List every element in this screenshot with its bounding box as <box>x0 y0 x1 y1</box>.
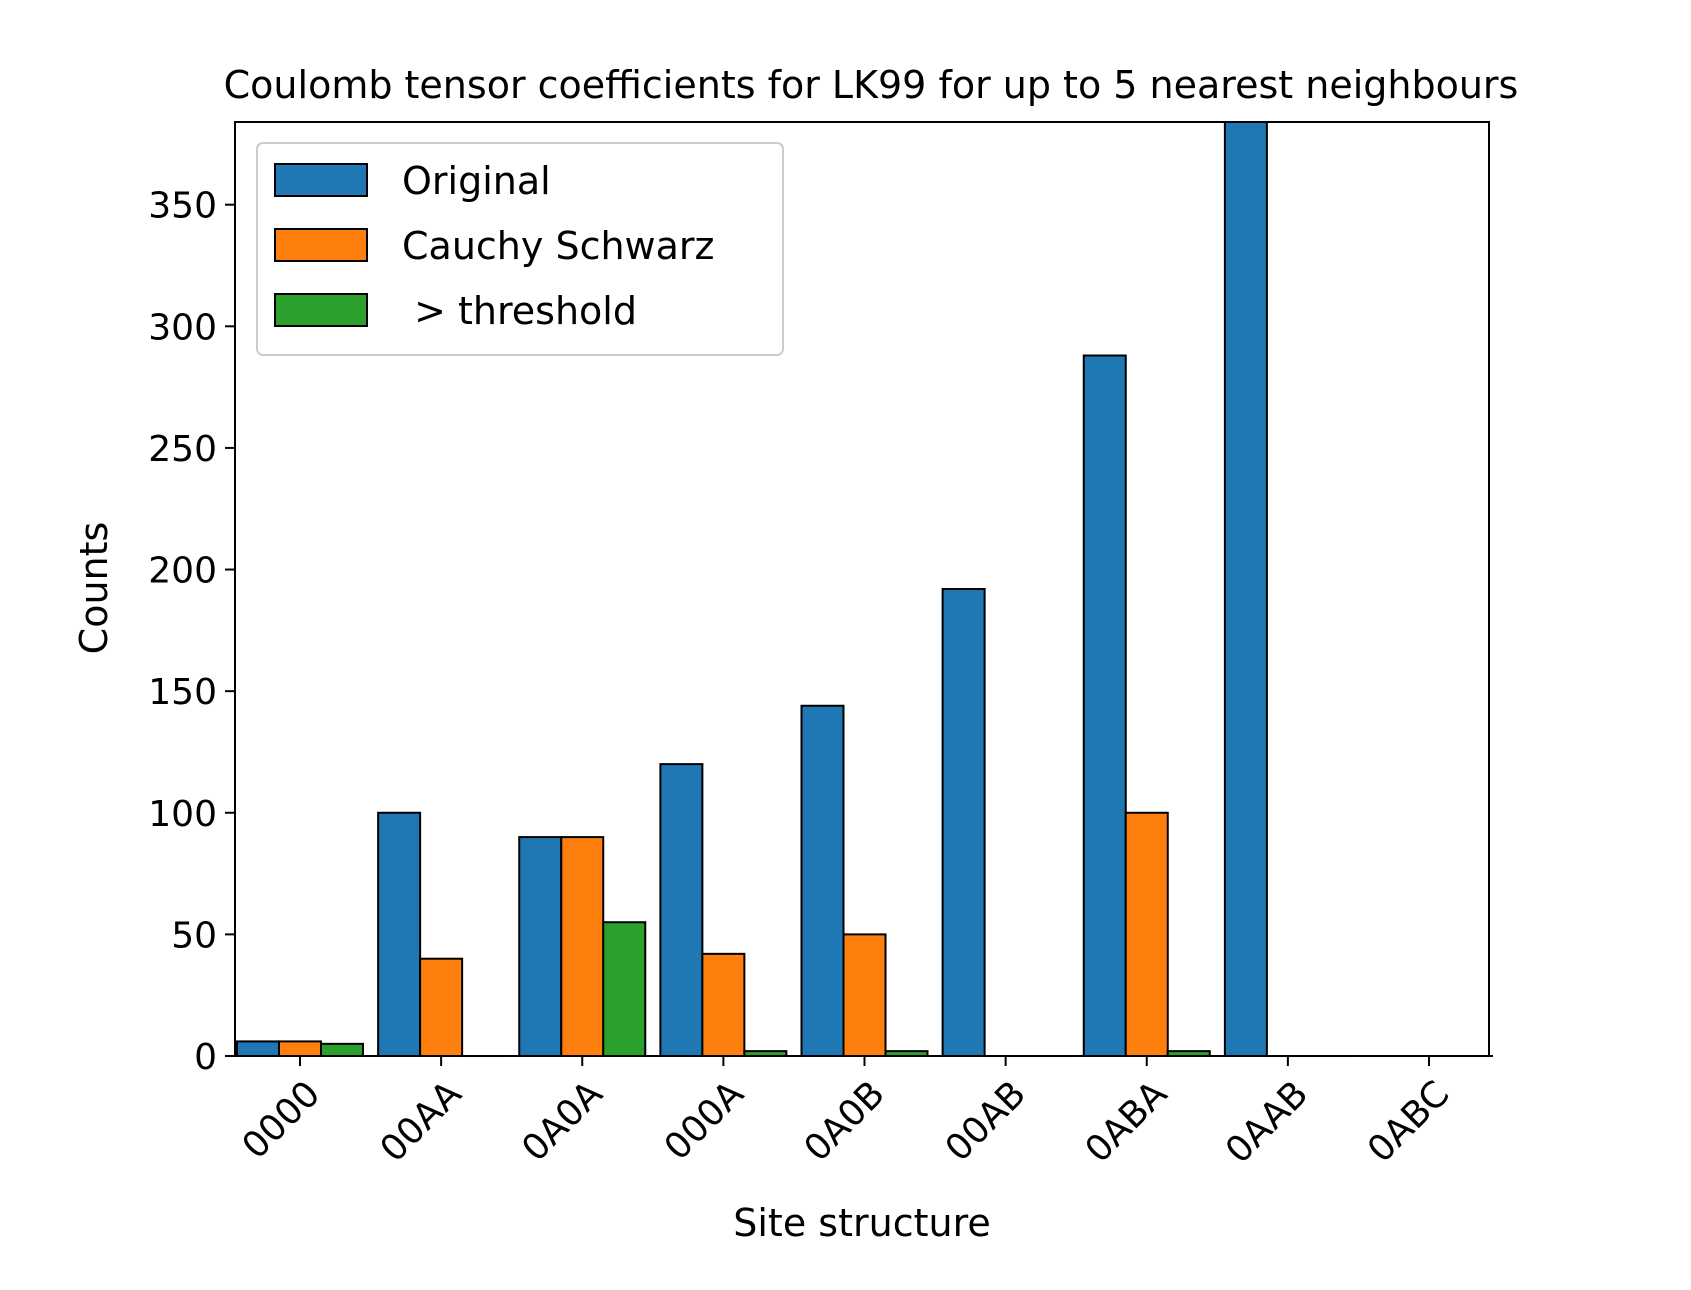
x-tick-label: 0000 <box>235 1073 329 1167</box>
x-tick-label: 0ABA <box>1078 1073 1176 1171</box>
legend-label: > threshold <box>402 289 637 333</box>
legend: Original Cauchy Schwarz > threshold <box>256 142 784 356</box>
legend-label: Cauchy Schwarz <box>402 224 714 268</box>
bar-original-0a0a <box>518 836 563 1057</box>
bar-original-00ab <box>941 588 986 1057</box>
x-tick-label: 00AB <box>938 1073 1034 1169</box>
legend-swatch <box>274 293 368 327</box>
plot-frame <box>234 121 1490 1057</box>
bar-cauchy-schwarz-000a <box>701 952 746 1057</box>
x-tick-label: 0A0A <box>514 1073 610 1169</box>
bar-original-0aba <box>1082 354 1127 1057</box>
legend-swatch <box>274 228 368 262</box>
legend-label: Original <box>402 159 551 203</box>
y-tick-label: 150 <box>148 672 217 713</box>
y-tick-label: 250 <box>148 429 217 470</box>
bar-cauchy-schwarz-0a0a <box>560 836 605 1057</box>
bar-cauchy-schwarz-0a0b <box>842 933 887 1058</box>
bar-cauchy-schwarz-00aa <box>419 957 464 1057</box>
x-tick-label: 0ABC <box>1360 1073 1457 1170</box>
bar-original-0a0b <box>800 704 845 1057</box>
x-tick-label: 0AAB <box>1218 1073 1316 1171</box>
y-axis-label: Counts <box>72 522 116 655</box>
bar-original-0000 <box>236 1040 280 1057</box>
y-tick-label: 200 <box>148 551 217 592</box>
x-axis: 0000 00AA 0A0A 000A 0A0B 00AB 0ABA 0AAB 0ABC <box>235 1056 1457 1172</box>
bars-layer <box>236 121 1493 1058</box>
bar-original-00aa <box>377 811 422 1057</box>
x-axis-label: Site structure <box>733 1201 990 1245</box>
x-tick-label: 0A0B <box>797 1073 893 1169</box>
bar-original-0aab <box>1223 121 1268 1057</box>
chart-title: Coulomb tensor coefficients for LK99 for… <box>224 63 1519 107</box>
bar--threshold-0a0a <box>602 921 647 1057</box>
bar-original-000a <box>659 763 704 1057</box>
legend-box <box>256 142 784 356</box>
bar-cauchy-schwarz-0aba <box>1124 811 1169 1057</box>
x-tick-label: 00AA <box>373 1073 470 1170</box>
y-tick-label: 100 <box>148 794 217 835</box>
y-tick-label: 350 <box>148 186 217 227</box>
y-axis: 0 50 100 150 200 250 300 350 <box>148 186 235 1078</box>
bar--threshold-0000 <box>320 1042 364 1057</box>
legend-swatch <box>274 163 368 197</box>
y-tick-label: 50 <box>171 915 217 956</box>
y-tick-label: 0 <box>194 1037 217 1078</box>
x-tick-label: 000A <box>657 1073 752 1168</box>
y-tick-label: 300 <box>148 307 217 348</box>
bar-cauchy-schwarz-0000 <box>278 1040 322 1057</box>
